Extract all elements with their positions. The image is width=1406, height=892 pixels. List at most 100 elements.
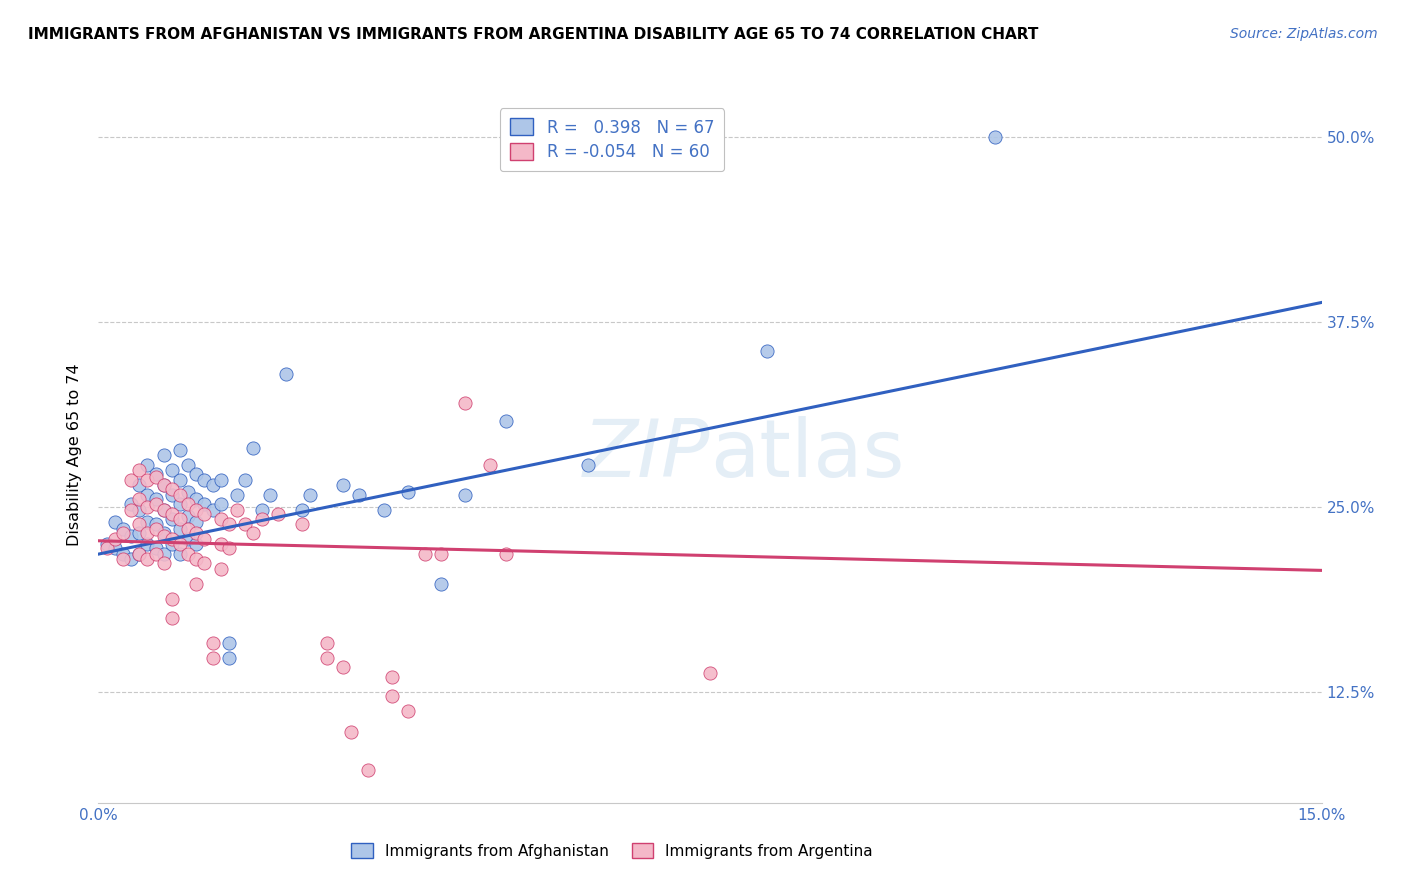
Point: [332, 477, 354, 491]
Point: [291, 502, 314, 516]
Point: [128, 526, 150, 541]
Point: [186, 526, 208, 541]
Point: [218, 517, 240, 532]
Point: [209, 537, 232, 551]
Point: [233, 517, 256, 532]
Point: [160, 591, 183, 606]
Point: [160, 463, 183, 477]
Point: [186, 515, 208, 529]
Point: [136, 537, 159, 551]
Text: ZIP: ZIP: [582, 416, 710, 494]
Point: [576, 458, 599, 473]
Point: [160, 533, 183, 547]
Point: [430, 547, 453, 561]
Point: [186, 537, 208, 551]
Point: [145, 492, 167, 507]
Point: [145, 467, 167, 482]
Point: [242, 526, 264, 541]
Point: [169, 522, 191, 536]
Point: [160, 611, 183, 625]
Point: [169, 443, 191, 458]
Point: [430, 576, 453, 591]
Point: [145, 470, 167, 484]
Point: [104, 541, 127, 556]
Point: [152, 448, 174, 462]
Point: [128, 463, 150, 477]
Point: [120, 502, 142, 516]
Point: [226, 488, 249, 502]
Point: [177, 522, 200, 536]
Point: [186, 467, 208, 482]
Point: [120, 551, 142, 566]
Point: [169, 537, 191, 551]
Point: [120, 497, 142, 511]
Point: [111, 547, 134, 561]
Point: [136, 500, 159, 514]
Point: [111, 522, 134, 536]
Point: [356, 763, 378, 777]
Point: [478, 458, 501, 473]
Point: [193, 473, 215, 487]
Point: [169, 497, 191, 511]
Point: [145, 497, 167, 511]
Point: [152, 529, 174, 543]
Point: [177, 458, 200, 473]
Point: [186, 502, 208, 516]
Point: [96, 541, 118, 556]
Point: [349, 488, 371, 502]
Point: [218, 541, 240, 556]
Point: [104, 533, 127, 547]
Point: [699, 665, 721, 680]
Point: [291, 517, 314, 532]
Point: [201, 477, 224, 491]
Point: [136, 473, 159, 487]
Point: [201, 502, 224, 516]
Point: [233, 473, 256, 487]
Point: [396, 484, 419, 499]
Point: [111, 551, 134, 566]
Point: [177, 533, 200, 547]
Point: [111, 526, 134, 541]
Point: [169, 547, 191, 561]
Text: Source: ZipAtlas.com: Source: ZipAtlas.com: [1230, 27, 1378, 41]
Point: [193, 556, 215, 570]
Point: [128, 547, 150, 561]
Point: [136, 515, 159, 529]
Point: [193, 507, 215, 521]
Point: [226, 502, 249, 516]
Point: [209, 473, 232, 487]
Point: [128, 492, 150, 507]
Point: [413, 547, 436, 561]
Point: [136, 526, 159, 541]
Point: [218, 636, 240, 650]
Point: [120, 473, 142, 487]
Point: [145, 541, 167, 556]
Point: [396, 704, 419, 718]
Point: [128, 517, 150, 532]
Point: [169, 511, 191, 525]
Point: [315, 650, 337, 665]
Point: [186, 576, 208, 591]
Point: [250, 511, 273, 525]
Point: [177, 508, 200, 523]
Point: [193, 533, 215, 547]
Point: [186, 492, 208, 507]
Point: [454, 488, 477, 502]
Point: [128, 477, 150, 491]
Point: [315, 636, 337, 650]
Point: [209, 562, 232, 576]
Point: [381, 670, 404, 684]
Point: [186, 551, 208, 566]
Point: [250, 502, 273, 516]
Point: [340, 724, 363, 739]
Point: [242, 441, 264, 455]
Point: [160, 482, 183, 496]
Point: [169, 488, 191, 502]
Point: [136, 551, 159, 566]
Point: [756, 344, 779, 359]
Point: [177, 497, 200, 511]
Point: [152, 477, 174, 491]
Point: [373, 502, 395, 516]
Point: [177, 547, 200, 561]
Point: [152, 502, 174, 516]
